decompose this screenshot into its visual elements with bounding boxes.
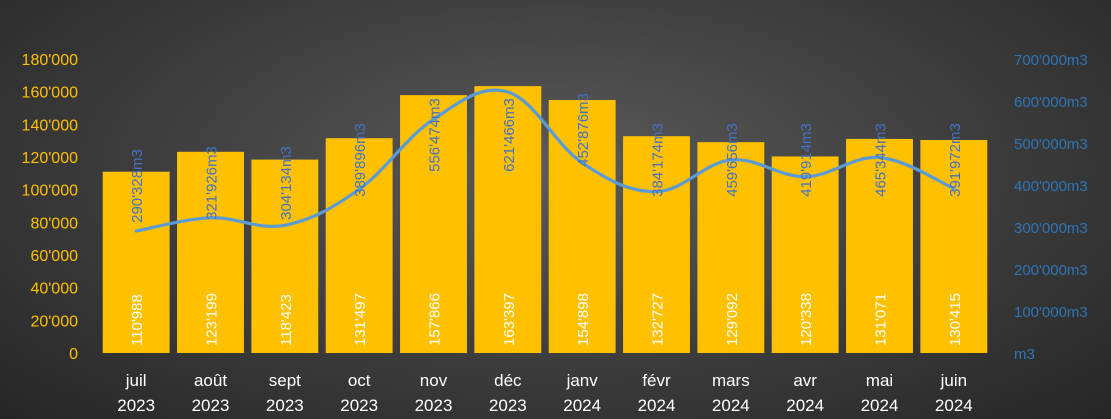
x-tick-year: 2024 [638, 396, 676, 415]
line-series [134, 88, 956, 233]
x-tick-year: 2024 [712, 396, 750, 415]
x-tick-year: 2023 [415, 396, 453, 415]
bar-value-label: 129'092 [724, 293, 741, 346]
line-value-label: 389'896m3 [352, 123, 369, 197]
bar-value-label: 154'898 [575, 293, 592, 346]
bar [846, 138, 913, 353]
bar [251, 159, 319, 353]
left-tick-label: 140'000 [22, 117, 79, 134]
bar [697, 142, 765, 353]
x-tick-year: 2023 [192, 396, 230, 415]
bar-value-label: 157'866 [427, 293, 444, 346]
right-tick-label: 600'000m3 [1014, 94, 1088, 111]
left-tick-label: 60'000 [30, 248, 78, 265]
right-tick-label: 500'000m3 [1014, 136, 1088, 153]
x-tick-year: 2023 [340, 396, 378, 415]
bar-labels: 110'988 123'199 118'423 131'497 157'866 163'3… [129, 293, 964, 346]
x-tick-month: juin [940, 371, 967, 390]
x-tick-year: 2024 [861, 396, 899, 415]
x-tick-month: août [194, 371, 227, 390]
bar-value-label: 120'338 [798, 293, 815, 346]
bar-value-label: 130'415 [947, 293, 964, 346]
bar-value-label: 132'727 [650, 293, 667, 346]
bar [771, 156, 839, 353]
left-tick-label: 20'000 [30, 313, 78, 330]
left-axis: 0 20'000 40'000 60'000 80'000 100'000 120'000 1… [22, 52, 79, 363]
line-value-label: 304'134m3 [278, 146, 295, 220]
left-tick-label: 100'000 [22, 183, 79, 200]
right-tick-label: 100'000m3 [1014, 304, 1088, 321]
bar-value-label: 131'497 [352, 293, 369, 346]
bar-value-label: 123'199 [204, 293, 221, 346]
line-labels: 290'328m3 321'926m3 304'134m3 389'896m3 556'… [129, 93, 964, 223]
line-value-label: 290'328m3 [129, 149, 146, 223]
left-tick-label: 180'000 [22, 52, 79, 69]
x-axis: juil 2023 août 2023 sept 2023 oct 2023 nov 2023 dé… [117, 371, 972, 415]
x-tick-month: mars [712, 371, 750, 390]
x-tick-month: avr [793, 371, 817, 390]
right-tick-label: m3 [1014, 346, 1035, 363]
x-tick-year: 2024 [786, 396, 824, 415]
line-value-label: 384'174m3 [650, 123, 667, 197]
bar-value-label: 110'988 [129, 294, 146, 346]
line-value-label: 621'466m3 [501, 98, 518, 172]
line-path [134, 88, 956, 233]
right-tick-label: 400'000m3 [1014, 178, 1088, 195]
bar-value-label: 131'071 [873, 293, 890, 346]
left-tick-label: 160'000 [22, 85, 79, 102]
x-tick-year: 2024 [563, 396, 601, 415]
right-tick-label: 200'000m3 [1014, 262, 1088, 279]
x-tick-month: nov [420, 371, 448, 390]
x-tick-month: févr [642, 371, 671, 390]
line-value-label: 321'926m3 [204, 146, 221, 220]
line-value-label: 465'344m3 [873, 123, 890, 197]
left-tick-label: 120'000 [22, 150, 79, 167]
bar [474, 86, 542, 354]
bar-value-label: 118'423 [278, 294, 295, 346]
right-tick-label: 300'000m3 [1014, 220, 1088, 237]
x-tick-year: 2023 [489, 396, 527, 415]
line-value-label: 452'876m3 [575, 93, 592, 167]
x-tick-year: 2023 [266, 396, 304, 415]
x-tick-month: oct [348, 371, 371, 390]
left-tick-label: 80'000 [30, 215, 78, 232]
bar [325, 138, 393, 353]
bar-value-label: 163'397 [501, 293, 518, 346]
x-tick-month: juil [125, 371, 147, 390]
x-tick-month: janv [566, 371, 599, 390]
bar [102, 171, 170, 353]
bar [623, 136, 690, 353]
bar-series [102, 86, 988, 354]
left-tick-label: 40'000 [30, 281, 78, 298]
x-tick-year: 2024 [935, 396, 973, 415]
line-value-label: 419'914m3 [798, 123, 815, 197]
right-tick-label: 700'000m3 [1014, 52, 1088, 69]
right-axis: m3 100'000m3 200'000m3 300'000m3 400'000m3 50… [1014, 52, 1088, 363]
x-tick-year: 2023 [117, 396, 155, 415]
line-value-label: 556'474m3 [427, 98, 444, 172]
x-tick-month: sept [269, 371, 301, 390]
line-value-label: 459'656m3 [724, 123, 741, 197]
bar [177, 151, 244, 353]
x-tick-month: déc [494, 371, 522, 390]
left-tick-label: 0 [69, 346, 78, 363]
line-value-label: 391'972m3 [947, 123, 964, 197]
x-tick-month: mai [866, 371, 893, 390]
